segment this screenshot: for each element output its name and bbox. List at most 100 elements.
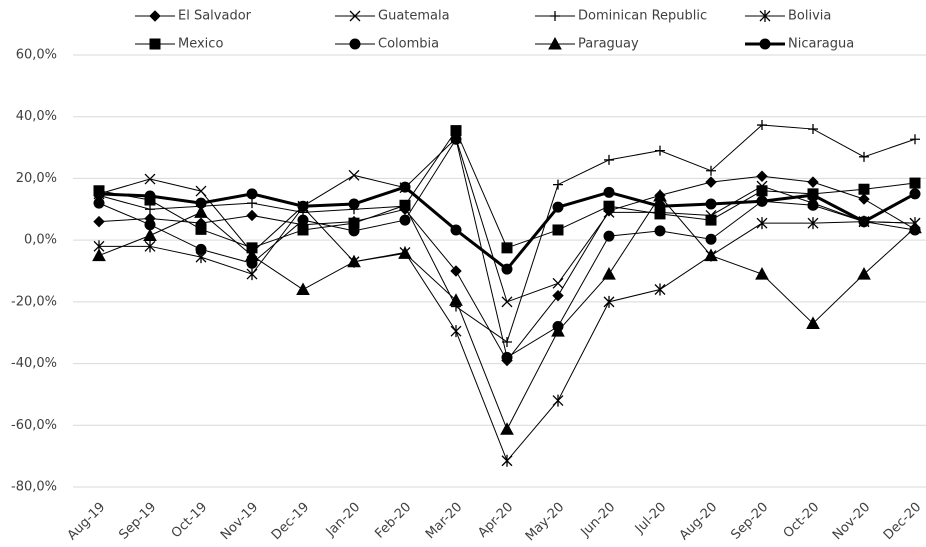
marker — [654, 200, 666, 212]
marker — [93, 197, 105, 209]
legend-marker — [349, 38, 361, 50]
x-tick-label: Nov-20 — [830, 500, 873, 543]
marker — [909, 177, 921, 189]
marker — [807, 189, 819, 201]
marker — [808, 124, 818, 135]
legend-marker — [548, 36, 562, 50]
marker — [195, 185, 207, 197]
x-tick-label: Sep-20 — [728, 500, 771, 543]
marker — [603, 230, 615, 242]
marker — [756, 170, 768, 182]
marker — [501, 454, 513, 467]
marker — [602, 267, 616, 280]
marker — [908, 220, 922, 234]
marker — [551, 324, 565, 337]
x-tick-label: Jan-20 — [323, 500, 364, 541]
marker — [297, 224, 309, 236]
marker — [399, 199, 411, 211]
series-line — [98, 185, 916, 272]
legend-marker — [149, 10, 161, 22]
marker — [756, 185, 768, 197]
marker — [654, 225, 666, 237]
marker — [500, 422, 514, 435]
marker — [246, 268, 258, 281]
legend-label: Nicaragua — [788, 37, 854, 52]
legend-label: Bolivia — [788, 9, 831, 24]
marker — [93, 188, 105, 200]
marker — [705, 176, 717, 188]
marker — [450, 133, 462, 145]
marker — [144, 190, 156, 202]
y-tick-label: 20,0% — [16, 171, 57, 186]
marker — [858, 183, 870, 195]
marker — [296, 282, 310, 296]
marker — [348, 225, 360, 237]
legend-label: Colombia — [378, 37, 439, 52]
marker — [655, 145, 665, 156]
marker — [450, 224, 462, 236]
marker — [705, 198, 717, 210]
marker — [450, 325, 462, 338]
x-tick-label: Aug-20 — [677, 500, 721, 544]
marker — [194, 205, 208, 218]
marker — [552, 289, 564, 302]
marker — [501, 351, 513, 363]
y-tick-label: 0,0% — [24, 233, 57, 248]
x-tick-label: Oct-19 — [169, 500, 211, 542]
marker — [757, 120, 767, 131]
x-tick-label: Oct-20 — [781, 500, 823, 542]
legend-marker — [759, 10, 771, 22]
marker — [297, 214, 309, 226]
marker — [195, 243, 207, 255]
y-tick-label: -60,0% — [11, 418, 57, 433]
x-tick-label: Aug-19 — [65, 500, 109, 544]
marker — [245, 248, 259, 262]
marker — [755, 267, 769, 280]
marker — [604, 154, 614, 165]
marker — [705, 214, 717, 226]
marker — [909, 188, 921, 200]
marker — [807, 217, 819, 230]
marker — [859, 151, 869, 162]
marker — [195, 197, 207, 209]
marker — [858, 216, 870, 228]
legend-label: Mexico — [178, 37, 223, 52]
marker — [348, 198, 360, 210]
series-line — [98, 124, 916, 343]
x-tick-label: Jul-20 — [632, 500, 669, 537]
y-tick-label: 40,0% — [16, 109, 57, 124]
marker — [501, 296, 513, 308]
marker — [603, 200, 615, 212]
marker — [806, 316, 820, 329]
marker — [144, 219, 156, 231]
x-tick-label: Apr-20 — [475, 500, 516, 541]
legend-label: Paraguay — [578, 37, 639, 52]
y-tick-label: 60,0% — [16, 48, 57, 63]
marker — [603, 186, 615, 198]
legend-label: El Salvador — [178, 9, 252, 24]
marker — [93, 215, 105, 228]
marker — [246, 209, 258, 222]
marker — [501, 263, 513, 275]
marker — [398, 246, 412, 259]
marker — [144, 240, 156, 253]
legend-marker — [149, 38, 161, 50]
x-tick-label: Mar-20 — [423, 500, 465, 542]
marker — [347, 254, 361, 268]
marker — [552, 201, 564, 213]
marker — [756, 217, 768, 230]
y-tick-label: -20,0% — [11, 294, 57, 309]
marker — [92, 248, 106, 262]
marker — [705, 233, 717, 245]
legend-label: Dominican Republic — [578, 9, 707, 24]
marker — [246, 188, 258, 200]
marker — [706, 165, 716, 176]
marker — [297, 200, 309, 212]
marker — [807, 199, 819, 211]
marker — [145, 204, 155, 215]
marker — [144, 173, 156, 185]
marker — [756, 195, 768, 207]
marker — [552, 277, 564, 289]
y-tick-label: -80,0% — [11, 480, 57, 495]
